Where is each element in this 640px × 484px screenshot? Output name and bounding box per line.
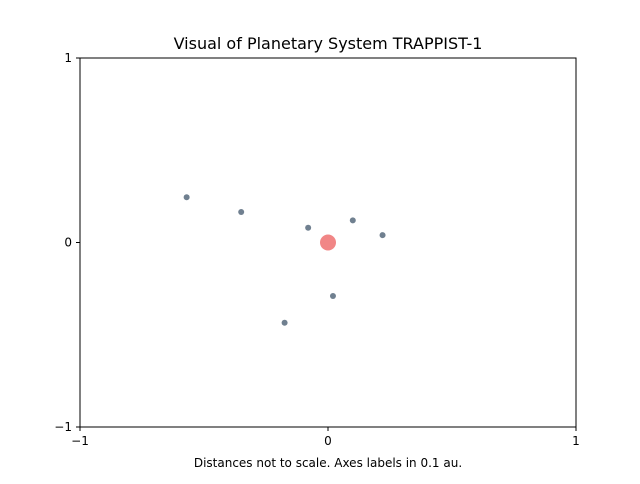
planet-point-7 bbox=[183, 194, 190, 201]
planet-point-6 bbox=[281, 319, 288, 326]
data-marks bbox=[183, 194, 386, 326]
planet-point-4 bbox=[329, 293, 336, 300]
planet-point-1 bbox=[379, 232, 386, 239]
x-axis-label: Distances not to scale. Axes labels in 0… bbox=[194, 456, 462, 470]
planet-point-5 bbox=[238, 209, 245, 216]
planet-point-2 bbox=[349, 217, 356, 224]
axis-ticks: −1 0 1 −1 0 1 bbox=[54, 51, 580, 448]
x-tick-label-2: 0 bbox=[324, 434, 332, 448]
x-tick-label-1: −1 bbox=[71, 434, 89, 448]
chart-title: Visual of Planetary System TRAPPIST-1 bbox=[174, 34, 483, 53]
y-tick-label-1: −1 bbox=[54, 420, 72, 434]
y-tick-label-3: 1 bbox=[64, 51, 72, 65]
star-point bbox=[320, 234, 336, 251]
planet-point-3 bbox=[305, 224, 312, 231]
y-tick-label-2: 0 bbox=[64, 236, 72, 250]
x-tick-label-3: 1 bbox=[572, 434, 580, 448]
